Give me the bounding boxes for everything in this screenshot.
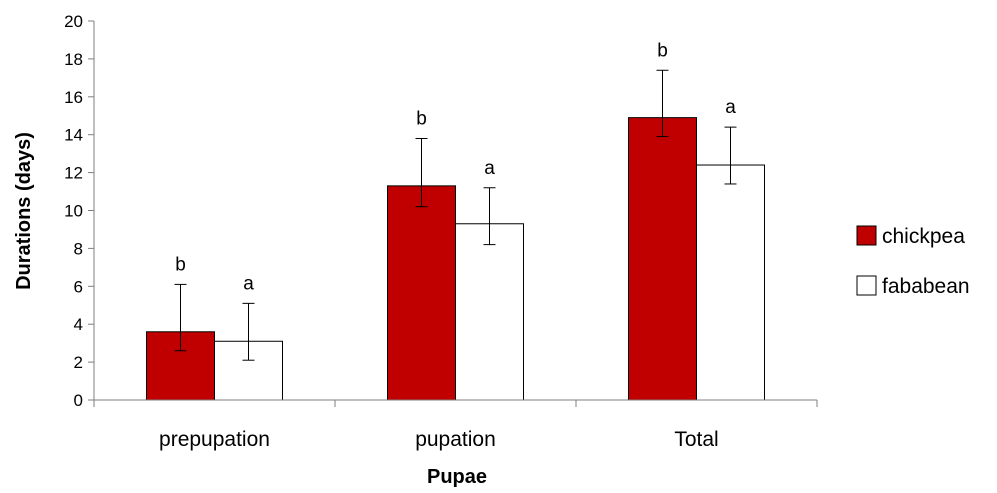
bar-fababean <box>455 223 524 401</box>
significance-label: b <box>657 40 668 61</box>
y-tick-label: 18 <box>64 50 83 69</box>
y-tick-label: 6 <box>74 277 83 296</box>
y-tick-label: 2 <box>74 353 83 372</box>
bar-chickpea <box>628 117 697 401</box>
y-tick-label: 10 <box>64 202 83 221</box>
significance-label: b <box>416 108 427 129</box>
y-tick-label: 4 <box>74 315 83 334</box>
y-tick-label: 8 <box>74 239 83 258</box>
y-tick-label: 0 <box>74 391 83 410</box>
x-axis: prepupation pupation Total <box>93 400 818 451</box>
significance-label: a <box>243 273 254 294</box>
y-tick-label: 14 <box>64 126 83 145</box>
significance-label: b <box>175 254 186 275</box>
y-tick-label: 20 <box>64 12 83 31</box>
significance-label: a <box>484 158 495 179</box>
y-tick-label: 12 <box>64 164 83 183</box>
bar-fababean <box>696 164 765 401</box>
significance-label: a <box>725 97 736 118</box>
legend-swatch-fababean <box>856 275 877 296</box>
legend-label-fababean: fababean <box>882 275 970 298</box>
x-category-label: prepupation <box>159 428 270 451</box>
bar-groups: b b b a a a <box>146 40 765 401</box>
y-tick-label: 16 <box>64 88 83 107</box>
x-category-label: pupation <box>415 428 496 451</box>
legend-label-chickpea: chickpea <box>882 225 965 248</box>
legend: chickpea fababean <box>856 225 970 298</box>
x-axis-title: Pupae <box>427 466 487 488</box>
x-category-label: Total <box>674 428 718 451</box>
y-axis-title: Durations (days) <box>13 132 35 290</box>
y-axis-ticks: 0 2 4 6 8 10 12 14 16 18 20 <box>64 12 94 410</box>
legend-swatch-chickpea <box>856 225 877 246</box>
bar-chickpea <box>387 185 456 401</box>
